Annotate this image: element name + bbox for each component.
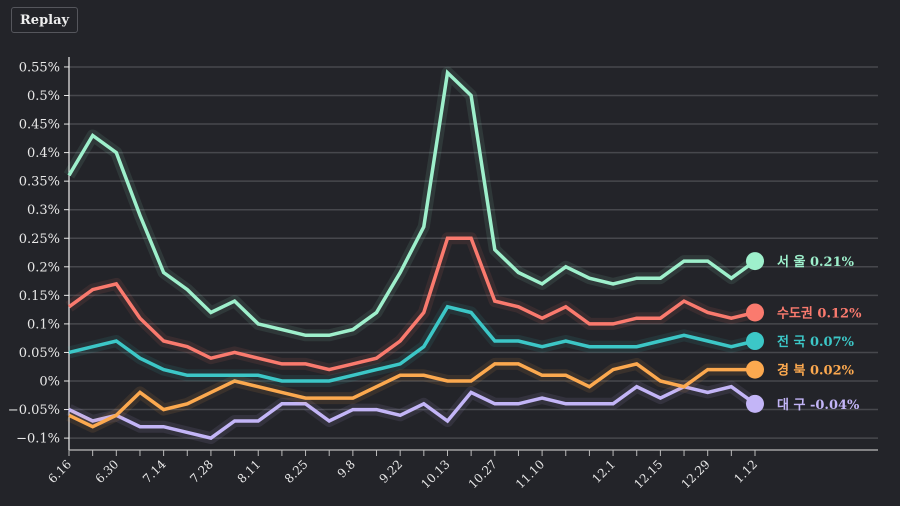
series-label: 수도권 0.12%	[777, 306, 862, 321]
x-tick-label: 10.27	[466, 457, 500, 491]
series-label: 경 북 0.02%	[777, 363, 855, 379]
x-tick-label: 12.15	[631, 457, 665, 491]
series-line	[67, 236, 756, 372]
y-tick-label: 0%	[39, 375, 60, 390]
series-value: -0.04%	[810, 398, 860, 413]
series-name: 전 국	[777, 334, 810, 350]
x-tick-label: 6.30	[93, 457, 122, 486]
x-tick-label: 7.14	[140, 457, 169, 486]
y-tick-label: 0.2%	[27, 260, 60, 275]
y-tick-label: 0.25%	[19, 232, 60, 247]
x-tick-label: 1.12	[731, 457, 760, 486]
y-tick-label: 0.1%	[27, 317, 60, 332]
series-line	[67, 69, 757, 338]
x-tick-label: 9.22	[377, 457, 406, 486]
y-tick-label: 0.5%	[27, 89, 60, 104]
series-line	[68, 362, 755, 429]
series-label: 서 울 0.21%	[777, 254, 855, 270]
x-tick-label: 11.10	[513, 457, 547, 491]
series-end-dot	[746, 394, 764, 413]
series-label: 대 구 -0.04%	[777, 398, 860, 413]
x-tick-label: 9.8	[335, 457, 358, 480]
y-axis: 0.55% 0.5% 0.45% 0.4% 0.35% 0.3% 0.25% 0.2% 0.15…	[8, 57, 70, 450]
series-lines	[63, 66, 764, 445]
x-tick-label: 8.11	[235, 457, 264, 486]
x-tick-label: 8.25	[282, 457, 311, 486]
y-tick-label: −0.05%	[8, 403, 60, 418]
series-value: 0.07%	[810, 335, 855, 350]
y-tick-label: 0.4%	[27, 146, 60, 161]
series-value: 0.21%	[810, 255, 855, 270]
y-tick-label: 0.35%	[19, 175, 60, 190]
series-name: 수도권	[777, 306, 817, 321]
series-end-dot	[746, 332, 764, 351]
y-tick-label: 0.05%	[19, 346, 60, 361]
x-tick-label: 12.1	[589, 457, 618, 486]
y-tick-label: 0.15%	[19, 289, 60, 304]
series-label: 전 국 0.07%	[777, 334, 855, 350]
series-end-dot	[746, 252, 764, 271]
y-tick-label: −0.1%	[16, 432, 60, 447]
y-tick-label: 0.55%	[19, 60, 60, 75]
x-axis: 6.16 6.30 7.14 7.28 8.11 8.25 9.8 9.22 10.13 10.2…	[45, 449, 878, 491]
series-line	[68, 304, 756, 383]
series-value: 0.02%	[810, 364, 855, 379]
x-tick-label: 6.16	[45, 457, 74, 486]
series-end-labels: 서 울 0.21%수도권 0.12%전 국 0.07%경 북 0.02%대 구 …	[777, 254, 862, 413]
x-tick-label: 12.29	[679, 457, 713, 491]
x-tick-label: 7.28	[187, 457, 216, 486]
replay-button[interactable]: Replay	[11, 7, 79, 33]
series-name: 서 울	[777, 254, 810, 270]
x-tick-label: 10.13	[418, 457, 452, 491]
series-value: 0.12%	[817, 306, 862, 321]
series-line	[68, 384, 757, 440]
series-end-dot	[746, 303, 764, 322]
series-end-dot	[746, 360, 764, 379]
series-name: 경 북	[777, 363, 810, 379]
series-name: 대 구	[777, 398, 810, 413]
y-tick-label: 0.45%	[19, 118, 60, 133]
y-tick-label: 0.3%	[27, 203, 60, 218]
